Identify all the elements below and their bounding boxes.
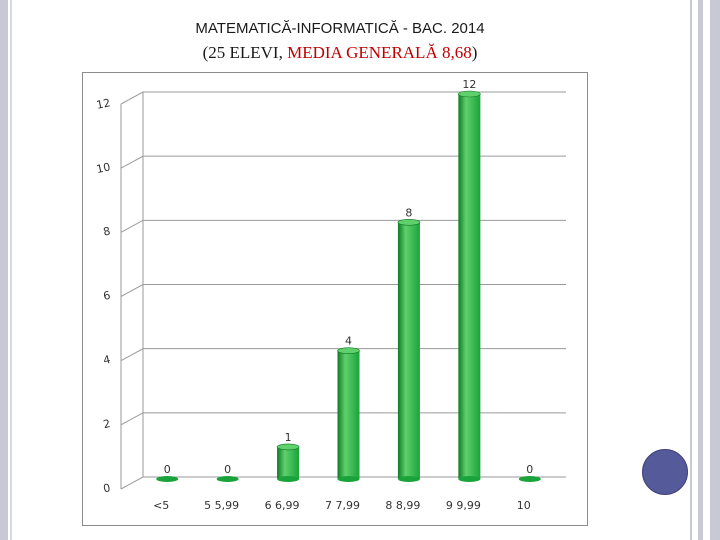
subtitle-prefix: (25 ELEVI, — [202, 43, 288, 62]
bar-base — [216, 476, 239, 482]
y-tick-label: 2 — [102, 417, 112, 431]
bar-body — [397, 222, 420, 480]
gridline — [120, 155, 566, 169]
bar — [276, 443, 300, 482]
bar — [518, 476, 541, 482]
gridline — [120, 219, 566, 233]
x-tick-label: <5 — [153, 499, 169, 512]
y-tick-label: 8 — [102, 225, 112, 239]
x-tick-label: 9 9,99 — [446, 499, 481, 512]
x-tick-label: 8 8,99 — [385, 499, 420, 512]
gridline — [120, 284, 566, 297]
bar-body — [337, 350, 360, 479]
bar-top — [458, 90, 481, 98]
slide-nav-circle[interactable] — [642, 449, 688, 495]
data-label: 8 — [405, 206, 412, 219]
y-tick-label: 10 — [95, 160, 111, 176]
subtitle-suffix: ) — [471, 43, 478, 62]
x-tick-label: 5 5,99 — [204, 499, 239, 512]
bar-body — [458, 94, 481, 479]
bar-base — [337, 476, 360, 482]
x-tick-label: 10 — [517, 499, 531, 512]
data-label: 0 — [526, 463, 533, 476]
slide-border-left — [0, 0, 8, 540]
bar-top — [337, 347, 360, 354]
bar — [156, 476, 179, 482]
y-tick-label: 0 — [102, 481, 112, 495]
slide-border-right-middle — [698, 0, 703, 540]
bar-base — [458, 476, 481, 482]
bar-chart: 0 2 4 6 8 10 12 0 <5 0 5 5,99 1 6 6,99 4 7 7,99 8 8 8,99… — [95, 78, 566, 512]
slide-subtitle: (25 ELEVI, MEDIA GENERALĂ 8,68) — [0, 43, 680, 63]
y-tick-label: 6 — [102, 289, 112, 303]
gridline — [120, 91, 566, 105]
bar-top — [397, 219, 421, 226]
bar-base — [397, 476, 420, 482]
chart-frame: 0 2 4 6 8 10 12 0 <5 0 5 5,99 1 6 6,99 4 7 7,99 8 8 8,99… — [82, 72, 588, 526]
x-tick-label: 7 7,99 — [325, 499, 360, 512]
slide-title: MATEMATICĂ-INFORMATICĂ - BAC. 2014 — [195, 20, 485, 37]
data-label: 12 — [462, 78, 476, 91]
data-label: 0 — [164, 463, 171, 476]
bar — [337, 347, 360, 482]
slide-border-left-inner — [10, 0, 12, 540]
data-label: 0 — [224, 463, 231, 476]
bar-base — [518, 476, 541, 482]
data-label: 4 — [345, 335, 352, 348]
slide-border-right-inner — [690, 0, 692, 540]
bar-base — [277, 476, 300, 482]
y-tick-label: 4 — [102, 353, 112, 367]
bar-body — [277, 446, 300, 479]
bar — [458, 90, 481, 482]
x-tick-label: 6 6,99 — [265, 499, 300, 512]
bar — [216, 476, 239, 482]
bar — [397, 219, 421, 482]
bar-top — [276, 443, 300, 451]
subtitle-average-highlight: MEDIA GENERALĂ 8,68 — [287, 43, 472, 62]
bar-base — [156, 476, 179, 482]
y-tick-label: 12 — [95, 96, 111, 112]
data-label: 1 — [285, 431, 292, 444]
slide-border-right — [710, 0, 720, 540]
